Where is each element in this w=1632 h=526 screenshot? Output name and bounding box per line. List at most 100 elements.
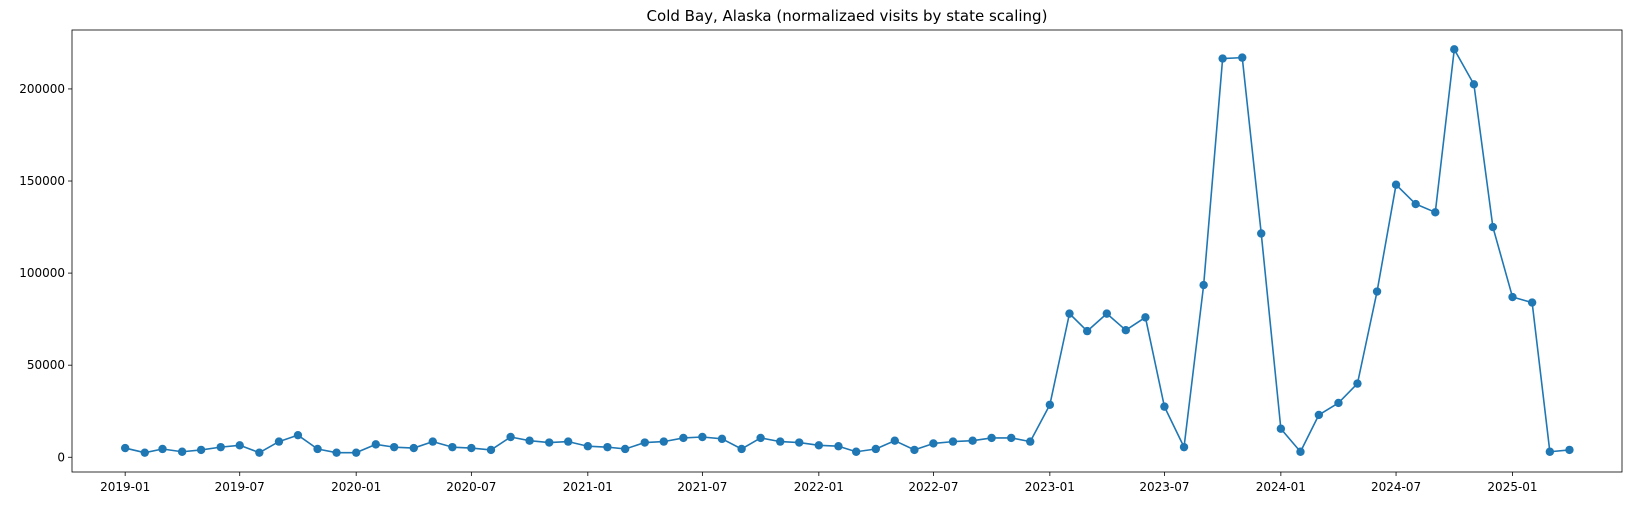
data-point xyxy=(1469,80,1479,89)
data-point xyxy=(1121,325,1131,335)
data-point xyxy=(1527,298,1537,307)
y-tick-label: 100000 xyxy=(19,266,65,280)
x-tick-label: 2025-01 xyxy=(1487,480,1537,494)
data-point xyxy=(1141,313,1150,322)
data-point xyxy=(506,432,515,442)
series-group xyxy=(120,45,1574,457)
data-point xyxy=(1026,437,1035,446)
data-point xyxy=(910,445,919,455)
data-point xyxy=(1045,400,1055,409)
data-point xyxy=(1545,447,1555,456)
data-point xyxy=(448,442,457,452)
data-point xyxy=(659,437,668,446)
data-point xyxy=(1411,199,1420,209)
data-point xyxy=(158,444,167,454)
data-point xyxy=(1488,222,1498,232)
data-point xyxy=(795,438,804,447)
data-point xyxy=(640,438,649,447)
data-point xyxy=(1565,445,1574,455)
data-point xyxy=(486,445,496,455)
x-tick-label: 2023-07 xyxy=(1139,480,1189,494)
data-point xyxy=(1007,433,1016,443)
data-point xyxy=(737,444,746,454)
data-point xyxy=(196,445,206,455)
x-tick-label: 2019-01 xyxy=(100,480,150,494)
data-point xyxy=(948,437,958,446)
data-point xyxy=(834,442,843,451)
data-point xyxy=(756,433,765,443)
data-point xyxy=(1450,45,1459,54)
data-point xyxy=(467,443,476,453)
x-tick-label: 2022-01 xyxy=(794,480,844,494)
x-tick-label: 2024-07 xyxy=(1371,480,1421,494)
data-point xyxy=(717,434,727,444)
data-point xyxy=(564,437,573,446)
data-point xyxy=(351,448,361,457)
data-point xyxy=(332,448,341,457)
data-point xyxy=(1353,379,1362,388)
data-point xyxy=(177,447,187,456)
series-line xyxy=(124,48,1570,454)
data-point xyxy=(1296,447,1305,456)
data-point xyxy=(120,443,130,453)
data-point xyxy=(776,437,785,446)
x-tick-label: 2021-01 xyxy=(563,480,613,494)
data-point xyxy=(293,430,303,440)
data-point xyxy=(1160,402,1169,411)
data-point xyxy=(371,440,380,449)
data-point xyxy=(274,437,284,446)
data-point xyxy=(1238,53,1247,62)
axes xyxy=(71,29,1623,473)
data-point xyxy=(583,442,593,451)
data-point xyxy=(1082,326,1092,336)
x-tick-label: 2020-07 xyxy=(446,480,496,494)
data-point xyxy=(235,441,244,450)
data-point xyxy=(1391,180,1401,189)
x-tick-label: 2019-07 xyxy=(215,480,265,494)
data-point xyxy=(1431,208,1440,217)
data-point xyxy=(1276,424,1286,433)
data-point xyxy=(1508,292,1517,302)
data-point xyxy=(409,443,418,453)
data-point xyxy=(871,444,880,454)
data-point xyxy=(1102,309,1112,318)
y-tick-label: 50000 xyxy=(27,358,65,372)
data-point xyxy=(1257,229,1266,238)
data-point xyxy=(929,439,938,448)
data-point xyxy=(140,448,149,457)
data-point xyxy=(1372,287,1382,296)
x-tick-label: 2021-07 xyxy=(677,480,727,494)
data-point xyxy=(679,433,688,443)
data-point xyxy=(1314,410,1324,420)
data-point xyxy=(313,444,322,454)
data-point xyxy=(1065,309,1074,318)
data-point xyxy=(851,447,861,456)
y-tick-label: 200000 xyxy=(19,82,65,96)
x-tick-label: 2024-01 xyxy=(1256,480,1306,494)
data-point xyxy=(1218,54,1227,63)
data-point xyxy=(968,436,977,445)
ticks: 2019-01 2019-07 2020-01 2020-07 2021-01 2021-… xyxy=(19,82,1537,494)
plot-frame xyxy=(71,29,1623,473)
data-point xyxy=(1199,280,1208,290)
x-tick-label: 2023-01 xyxy=(1025,480,1075,494)
chart-title: Cold Bay, Alaska (normalizaed visits by … xyxy=(647,7,1048,25)
data-point xyxy=(814,441,824,450)
data-point xyxy=(1179,442,1189,452)
data-point xyxy=(428,437,437,446)
data-point xyxy=(389,442,399,452)
data-point xyxy=(698,432,707,442)
data-point xyxy=(603,442,612,452)
data-point xyxy=(620,444,630,454)
data-point xyxy=(1334,398,1343,408)
data-point xyxy=(255,448,264,457)
x-tick-label: 2020-01 xyxy=(331,480,381,494)
data-point xyxy=(525,436,534,445)
data-point xyxy=(216,442,225,452)
x-tick-label: 2022-07 xyxy=(908,480,958,494)
data-point xyxy=(545,438,554,447)
y-tick-label: 0 xyxy=(57,450,65,464)
data-point xyxy=(987,433,996,443)
